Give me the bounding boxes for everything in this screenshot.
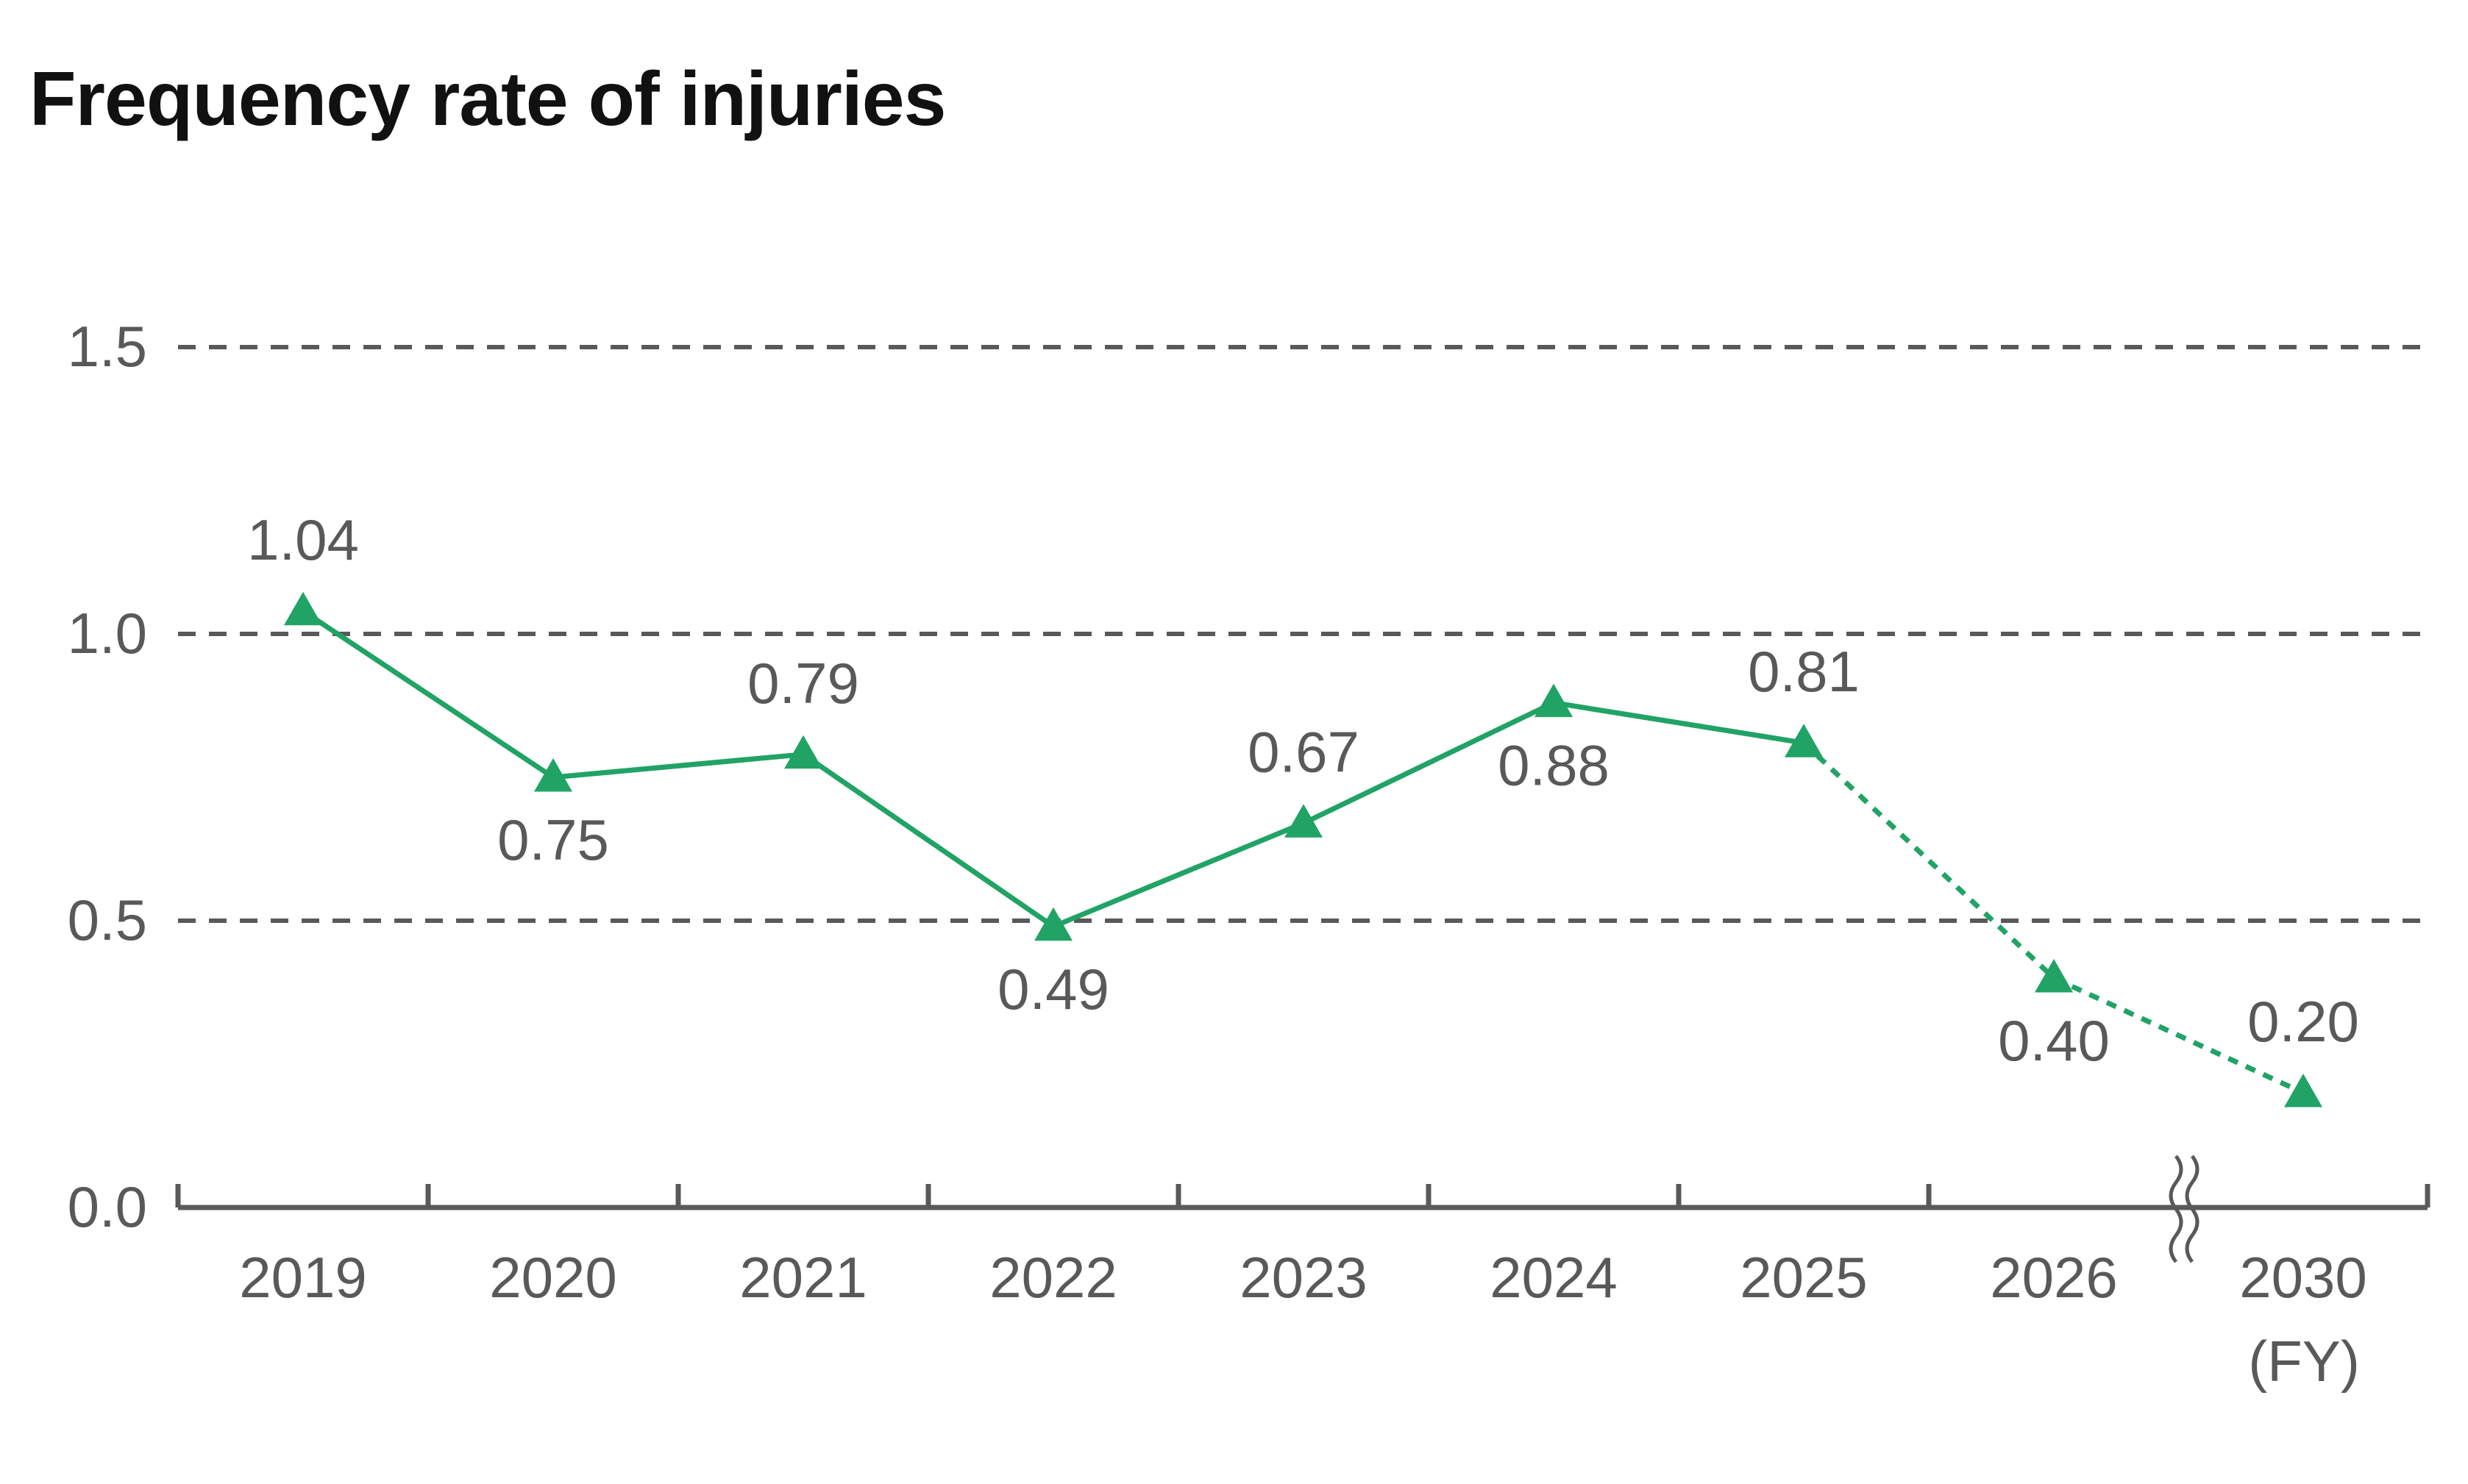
data-point-2022 [1034,907,1073,941]
y-axis-ticks: 0.0 0.5 1.0 1.5 [68,314,147,1239]
data-labels: 1.04 0.75 0.79 0.49 0.67 0.88 0.81 0.40 0.20 [247,507,2359,1073]
data-point-2021 [784,735,822,769]
y-tick-label: 0.0 [68,1174,147,1239]
data-label-2021: 0.79 [747,651,859,716]
x-tick-label: 2030 [2239,1245,2367,1310]
data-point-2025 [1785,724,1823,757]
y-tick-label: 1.0 [68,601,147,666]
data-label-2020: 0.75 [497,807,609,872]
data-point-2030 [2284,1074,2322,1107]
x-tick-label: 2026 [1990,1245,2118,1310]
x-tick-label: 2025 [1740,1245,1868,1310]
axis-break-line-right [2185,1155,2199,1263]
x-tick-label: 2024 [1490,1245,1618,1310]
data-point-2019 [284,591,322,626]
gridlines [178,345,2428,923]
series-line-target [1802,741,2305,1096]
x-axis [175,1155,2430,1263]
data-point-2024 [1535,683,1573,718]
data-label-2023: 0.67 [1248,719,1359,784]
x-axis-ticks: 2019 2020 2021 2022 2023 2024 2025 2026 2030 [239,1245,2367,1310]
x-tick-label: 2020 [489,1245,617,1310]
y-tick-label: 1.5 [68,314,147,379]
x-tick-label: 2022 [989,1245,1117,1310]
data-label-2026: 0.40 [1998,1008,2110,1073]
data-label-2025: 0.81 [1748,639,1860,704]
x-tick-label: 2023 [1240,1245,1368,1310]
data-point-2023 [1284,804,1323,838]
series-markers [284,591,2322,1107]
data-point-2026 [2035,959,2073,993]
data-point-2020 [534,758,572,792]
data-label-2019: 1.04 [247,507,359,572]
axis-break-line-left [2169,1155,2183,1263]
y-tick-label: 0.5 [68,888,147,952]
data-label-2022: 0.49 [997,957,1109,1021]
chart-title: Frequency rate of injuries [29,57,946,142]
x-tick-label: 2021 [739,1245,867,1310]
data-label-2024: 0.88 [1498,733,1610,798]
x-axis-unit-label: (FY) [2248,1329,2360,1394]
x-tick-label: 2019 [239,1245,367,1310]
data-label-2030: 0.20 [2247,989,2359,1054]
